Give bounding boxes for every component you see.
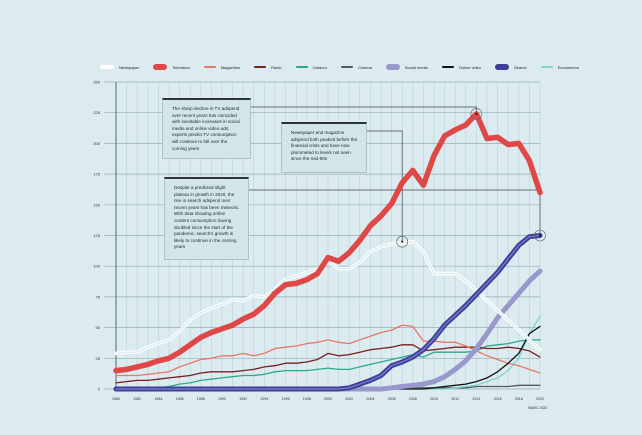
y-tick-label: 200	[93, 141, 100, 146]
x-tick-label: 1998	[303, 397, 311, 401]
x-tick-label: 2016	[494, 397, 502, 401]
series-outdoor	[115, 339, 541, 390]
x-tick-label: 2012	[451, 397, 459, 401]
x-tick-label: 2000	[324, 397, 332, 401]
legend-swatch-television	[153, 64, 168, 70]
legend-label: Social media	[404, 64, 428, 70]
annotation-newspaper: Newspaper and magazine adspend both peak…	[281, 122, 367, 173]
legend-label: Cinema	[358, 64, 372, 70]
legend-item-social-media: Social media	[385, 64, 428, 70]
source-label: WARC 2020	[528, 406, 548, 410]
legend-label: Newspaper	[119, 64, 140, 70]
y-tick-label: 175	[93, 172, 100, 177]
annotation-markers	[396, 108, 546, 248]
legend: Newspaper Television Magazines Radio Outdoor…	[100, 62, 579, 72]
x-tick-label: 1986	[176, 397, 184, 401]
legend-item-cinema: Cinema	[341, 65, 372, 70]
legend-item-newspaper: Newspaper	[100, 65, 139, 70]
legend-item-ecommerce: Ecommerce	[540, 64, 580, 70]
legend-swatch-social-media	[385, 64, 400, 70]
y-tick-label: 0	[98, 387, 101, 392]
annotation-marker-ring	[396, 235, 409, 248]
x-axis-labels: 1980 1982 1984 1986 1988 1990 1992 1994 1996 1998…	[112, 397, 544, 401]
legend-swatch-outdoor	[295, 66, 308, 68]
annotation-marker-dot	[401, 240, 404, 243]
series-lines	[113, 111, 543, 392]
x-tick-label: 2010	[430, 397, 438, 401]
legend-swatch-cinema	[341, 66, 354, 68]
y-tick-label: 150	[93, 202, 100, 207]
x-tick-label: 1996	[282, 397, 290, 401]
y-tick-label: 50	[96, 325, 101, 330]
series-magazines	[115, 324, 541, 377]
legend-item-search: Search	[495, 64, 527, 70]
x-tick-label: 1988	[197, 397, 205, 401]
x-tick-label: 1994	[260, 397, 268, 401]
legend-swatch-search	[495, 64, 510, 70]
legend-label: Ecommerce	[557, 64, 580, 70]
legend-item-online-video: Online video	[441, 64, 482, 70]
x-tick-label: 1984	[154, 397, 162, 401]
y-tick-label: 250	[93, 80, 100, 85]
x-tick-label: 2018	[515, 397, 523, 401]
annotation-marker-dot	[539, 234, 541, 237]
annotation-marker-ring	[534, 229, 546, 242]
x-tick-label: 1992	[239, 397, 247, 401]
series-search	[113, 233, 543, 392]
x-tick-label: 2004	[366, 397, 374, 401]
y-tick-label: 75	[96, 294, 101, 299]
annotation-search: Despite a predicted slight plateau in gr…	[164, 177, 249, 260]
annotation-tv: The sharp decline in TV adspend over rec…	[162, 98, 251, 159]
legend-swatch-newspaper	[100, 65, 114, 69]
legend-item-radio: Radio	[254, 64, 282, 70]
legend-swatch-radio	[254, 66, 267, 68]
x-tick-label: 1990	[218, 397, 226, 401]
line-television	[113, 111, 543, 374]
connector-newspaper	[367, 130, 403, 242]
x-tick-label: 1982	[133, 397, 141, 401]
x-tick-label: 2014	[472, 397, 480, 401]
legend-swatch-ecommerce	[540, 66, 553, 68]
x-tick-label: 2002	[345, 397, 353, 401]
y-tick-label: 100	[93, 264, 100, 269]
annotation-marker-ring	[470, 108, 483, 120]
y-tick-label: 225	[93, 110, 100, 115]
legend-label: Magazines	[220, 64, 241, 70]
x-tick-label: 2020	[536, 397, 544, 401]
legend-label: Radio	[271, 64, 282, 70]
line-outdoor	[115, 339, 541, 390]
legend-item-magazines: Magazines	[203, 64, 241, 70]
series-television	[113, 111, 543, 374]
annotation-marker-dot	[475, 112, 478, 115]
x-tick-label: 1980	[112, 397, 120, 401]
legend-label: Search	[514, 64, 527, 70]
legend-swatch-magazines	[203, 66, 216, 68]
legend-item-television: Television	[153, 64, 190, 70]
y-axis-labels: 0 25 50 75 100 125 150 175 200 225 250	[93, 80, 100, 392]
legend-label: Television	[172, 64, 190, 70]
line-search-inner	[115, 234, 541, 390]
legend-swatch-online-video	[441, 66, 454, 68]
x-tick-label: 2006	[388, 397, 396, 401]
legend-item-outdoor: Outdoor	[295, 64, 328, 70]
legend-label: Outdoor	[312, 64, 328, 70]
x-tick-label: 2008	[409, 397, 417, 401]
y-tick-label: 125	[93, 233, 100, 238]
legend-label: Online video	[458, 64, 482, 70]
y-tick-label: 25	[96, 356, 101, 361]
line-magazines	[115, 324, 541, 377]
